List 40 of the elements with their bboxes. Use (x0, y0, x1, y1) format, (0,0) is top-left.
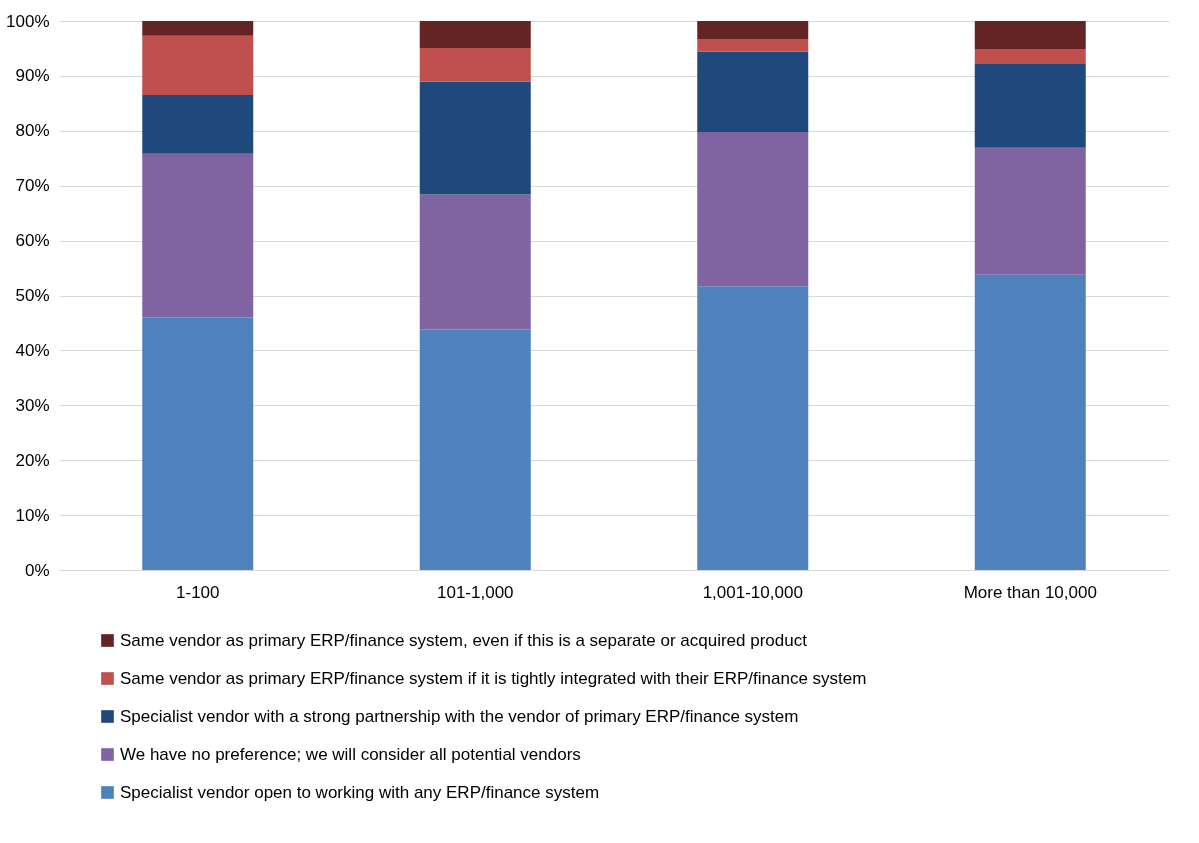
bar (974, 63, 1086, 148)
x-tick-label: 1-100 (176, 582, 220, 602)
bar (697, 131, 809, 287)
bar (419, 47, 531, 82)
y-tick-label: 0% (24, 560, 50, 580)
x-tick-label: 101-1,000 (436, 582, 514, 602)
bar (419, 194, 531, 330)
y-tick-label: 20% (15, 450, 50, 470)
bar (974, 49, 1086, 64)
legend-label: Same vendor as primary ERP/finance system, even if this is a separate or acquired product (120, 630, 808, 650)
bar (419, 81, 531, 195)
legend-label: We have no preference; we will consider all potential vendors (120, 744, 581, 764)
y-tick-label: 100% (6, 11, 50, 31)
legend-label: Specialist vendor with a strong partnership with the vendor of primary ERP/finance system (120, 706, 799, 726)
bar (697, 39, 809, 52)
y-tick-label: 70% (15, 176, 50, 196)
bar (974, 274, 1086, 570)
bar (142, 35, 254, 96)
bar (142, 153, 254, 318)
bar (974, 147, 1086, 275)
y-tick-label: 50% (15, 286, 50, 305)
y-tick-label: 60% (15, 231, 50, 251)
bar (697, 286, 809, 570)
bar (142, 21, 254, 36)
bar (697, 21, 809, 40)
legend-label: Same vendor as primary ERP/finance system if it is tightly integrated with their ERP/finance system (120, 668, 867, 688)
y-tick-label: 40% (15, 340, 50, 360)
x-tick-label: 1,001-10,000 (702, 582, 803, 602)
bar (142, 317, 254, 570)
y-tick-label: 10% (15, 505, 50, 525)
y-tick-label: 30% (15, 395, 50, 415)
bar (974, 21, 1086, 49)
y-tick-label: 80% (15, 121, 50, 141)
bar (697, 51, 809, 132)
bar (142, 95, 254, 154)
legend-label: Specialist vendor open to working with any ERP/finance system (120, 782, 600, 802)
x-tick-label: More than 10,000 (963, 582, 1097, 602)
bar (419, 21, 531, 48)
y-tick-label: 90% (15, 66, 50, 86)
bar (419, 329, 531, 570)
